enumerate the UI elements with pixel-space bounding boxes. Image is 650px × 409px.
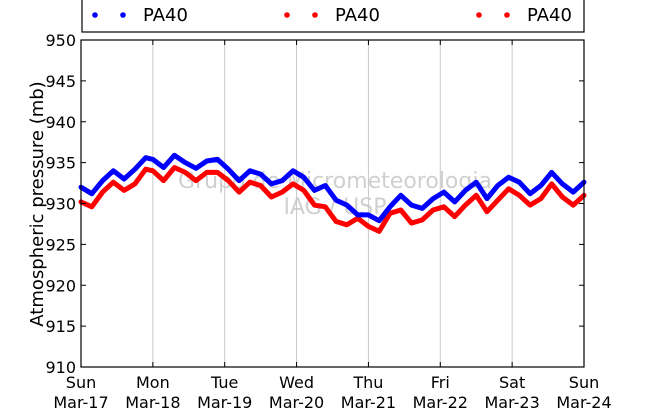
y-axis: 910 915 920 925 930 935 940 945 950 [45,31,584,377]
series-line-1 [78,165,587,234]
y-axis-title: Atmospheric pressure (mb) [27,81,48,326]
x-tick-label-date-7: Mar-24 [556,393,611,409]
x-tick-label-date-2: Mar-19 [197,393,252,409]
x-tick-label-day-0: Sun [66,373,96,392]
y-tick-label-5: 935 [45,154,76,173]
x-tick-label-date-6: Mar-23 [484,393,539,409]
legend-label-2: PA40 [527,5,572,26]
x-tick-label-date-4: Mar-21 [341,393,396,409]
legend-marker-a-1 [284,12,290,18]
y-tick-label-8: 950 [45,31,76,50]
x-tick-label-date-0: Mar-17 [53,393,108,409]
legend-marker-a-0 [92,12,98,18]
x-tick-label-day-5: Fri [431,373,450,392]
legend-marker-b-0 [120,12,126,18]
x-tick-label-date-5: Mar-22 [413,393,468,409]
legend-marker-b-1 [312,12,318,18]
grid [152,40,513,367]
y-tick-label-7: 945 [45,72,76,91]
y-tick-label-2: 920 [45,276,76,295]
legend-label-1: PA40 [335,5,380,26]
legend-marker-b-2 [504,12,510,18]
y-tick-label-3: 925 [45,235,76,254]
y-tick-label-0: 910 [45,358,76,377]
x-tick-label-day-3: Wed [279,373,314,392]
x-axis: SunMar-17MonMar-18TueMar-19WedMar-20ThuM… [53,40,612,409]
x-tick-label-day-2: Tue [210,373,238,392]
x-tick-label-day-7: Sun [569,373,599,392]
x-tick-label-day-4: Thu [352,373,383,392]
x-tick-label-day-1: Mon [136,373,170,392]
legend-marker-a-2 [476,12,482,18]
series-line-0 [78,152,587,224]
x-tick-label-date-1: Mar-18 [125,393,180,409]
legend-label-0: PA40 [143,5,188,26]
legend-box [81,0,585,33]
y-tick-label-1: 915 [45,317,76,336]
x-tick-label-date-3: Mar-20 [269,393,324,409]
y-tick-label-4: 930 [45,195,76,214]
legend: PA40 PA40 PA40 [92,5,572,26]
plot-area [81,40,584,367]
series-group [78,152,587,234]
x-tick-label-day-6: Sat [499,373,525,392]
y-tick-label-6: 940 [45,113,76,132]
